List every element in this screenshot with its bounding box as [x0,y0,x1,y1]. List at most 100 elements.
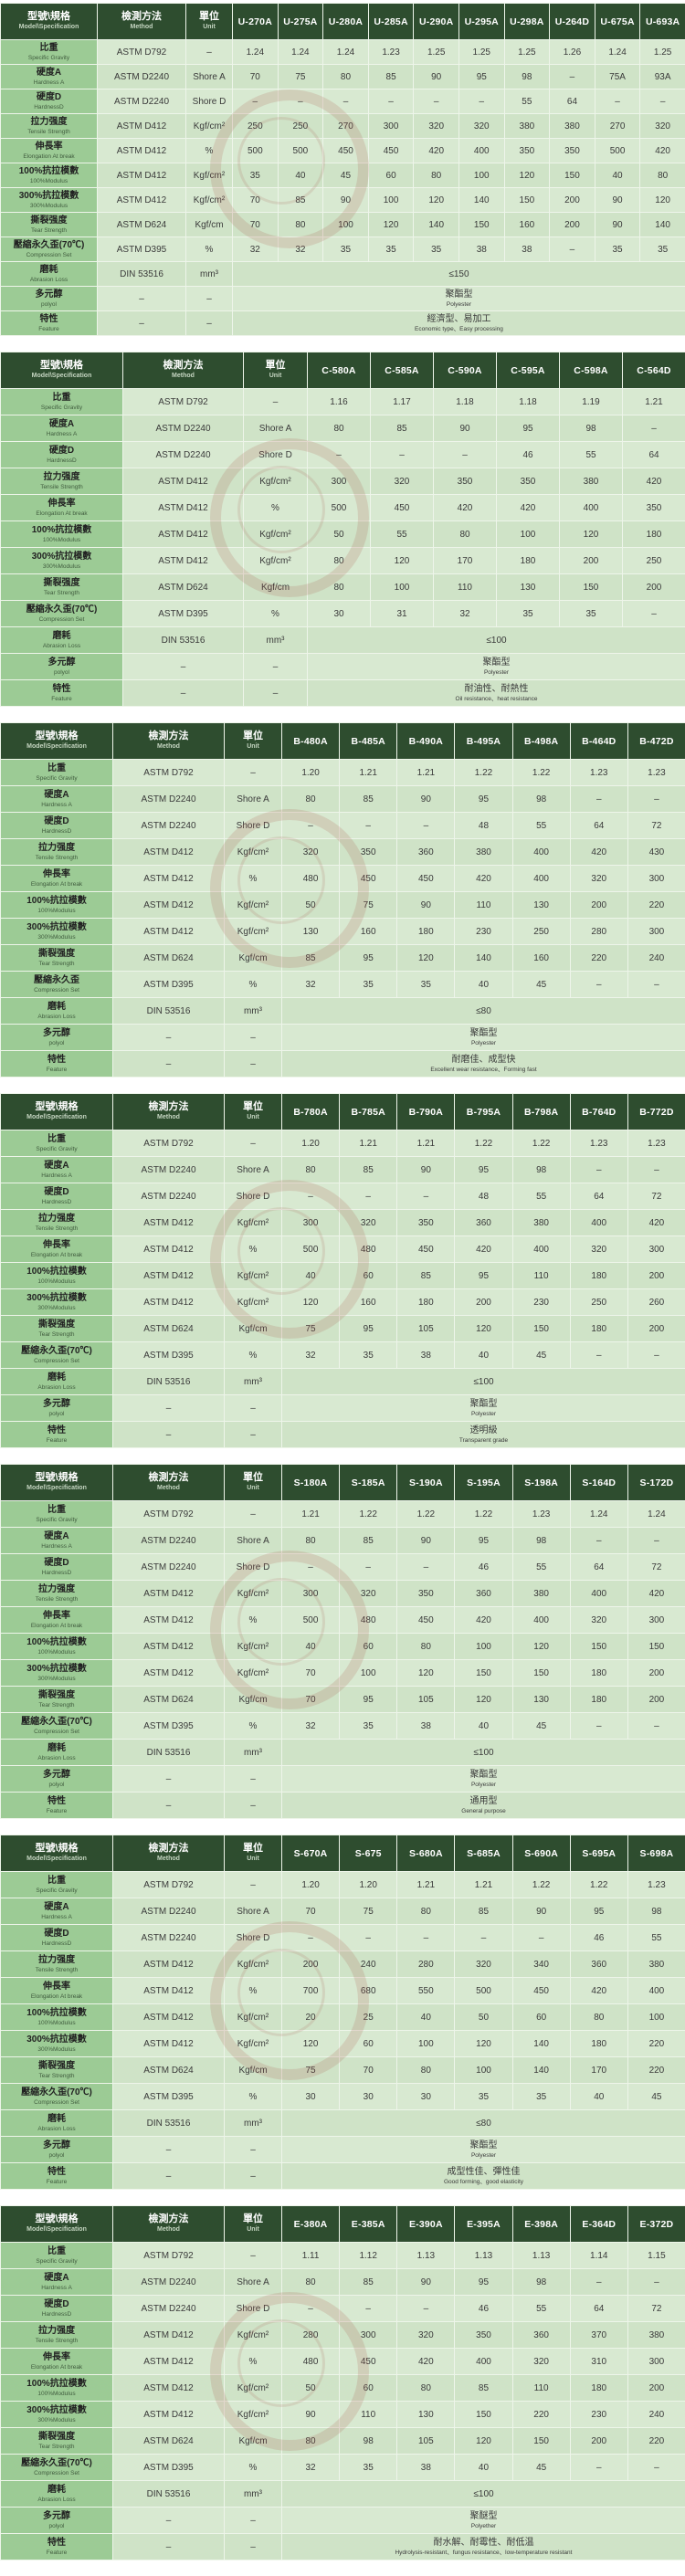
value-cell: 350 [497,468,560,495]
value-cell: 140 [512,2057,570,2084]
row-label-zh: 特性 [1,314,97,325]
row-label-zh: 100%抗拉模數 [1,525,122,536]
value-cell: 370 [570,2322,627,2349]
row-label-zh: 多元醇 [1,2140,112,2151]
row-label-en: HardnessD [1,1198,112,1206]
row-label-zh: 撕裂强度 [1,949,112,960]
unit-cell: % [225,2084,282,2110]
value-cell: 90 [595,213,640,237]
unit-cell: Shore A [225,1528,282,1554]
value-cell: 420 [455,1607,512,1634]
unit-cell: % [225,972,282,998]
value-cell: 1.26 [550,40,595,65]
method-cell: ASTM D792 [123,389,244,415]
value-cell: 480 [282,866,340,892]
unit-cell: Kgf/cm² [225,1289,282,1316]
value-cell: 300 [308,468,371,495]
row-label-zh: 壓縮永久歪 [1,975,112,986]
model-header: C-598A [560,352,623,389]
value-cell: 170 [570,2057,627,2084]
value-cell: 380 [550,114,595,139]
unit-cell: % [225,1342,282,1369]
value-cell: 1.24 [278,40,323,65]
row-label-en: 100%Modulus [1,177,97,185]
value-cell: 80 [570,2004,627,2031]
row-label-en: Abrasion Loss [1,642,122,650]
row-label-zh: 拉力强度 [1,843,112,854]
value-cell: 180 [497,548,560,574]
value-cell: 360 [455,1210,512,1236]
method-cell: ASTM D624 [113,945,225,972]
value-cell: 350 [397,1581,455,1607]
value-cell: 180 [570,2375,627,2402]
row-label-en: Specific Gravity [1,54,97,62]
value-cell: 90 [397,2269,455,2296]
method-cell: ASTM D412 [113,1263,225,1289]
model-header: E-380A [282,2206,340,2243]
value-cell: 50 [282,892,340,919]
row-label-zh: 比重 [1,43,97,54]
header-unit-en: Unit [244,372,307,381]
value-cell: 500 [282,1236,340,1263]
model-header: U-264D [550,4,595,40]
row-label-en: polyol [1,1039,112,1047]
value-cell: 150 [455,2402,512,2428]
unit-cell: – [225,1130,282,1157]
method-cell: ASTM D412 [113,2322,225,2349]
header-method-en: Method [113,1113,224,1122]
row-label-zh: 硬度A [1,2273,112,2284]
value-cell: 420 [570,1978,627,2004]
header-method-zh: 檢測方法 [98,11,185,23]
method-cell: ASTM D412 [113,1607,225,1634]
value-cell: – [340,1925,397,1951]
value-cell: 90 [595,188,640,213]
unit-cell: Kgf/cm² [225,1581,282,1607]
unit-cell: % [225,2349,282,2375]
row-label-en: Tear Strength [1,2072,112,2080]
value-cell: 450 [512,1978,570,2004]
value-cell: 380 [512,1210,570,1236]
value-cell: 72 [627,813,685,839]
row-label-en: Abrasion Loss [1,1383,112,1392]
row-label-en: HardnessD [1,827,112,836]
value-cell: 40 [455,1713,512,1740]
value-cell: – [282,2296,340,2322]
value-cell: 1.25 [504,40,550,65]
value-cell: – [323,89,369,114]
value-cell: 200 [550,188,595,213]
model-header: E-372D [627,2206,685,2243]
value-cell: – [627,1342,685,1369]
unit-cell: – [225,1025,282,1051]
value-cell: 60 [368,163,414,188]
row-label-zh: 壓縮永久歪(70℃) [1,1346,112,1357]
value-cell: 32 [278,237,323,262]
method-cell: – [98,311,186,336]
value-cell: – [340,1554,397,1581]
value-cell: 98 [512,1528,570,1554]
value-cell: 50 [308,521,371,548]
value-cell: 240 [340,1951,397,1978]
value-cell: 40 [282,1263,340,1289]
value-cell: 320 [570,866,627,892]
value-cell: 48 [455,813,512,839]
method-cell: DIN 53516 [113,2110,225,2137]
row-label-en: Feature [1,2549,112,2557]
value-cell: 80 [640,163,685,188]
